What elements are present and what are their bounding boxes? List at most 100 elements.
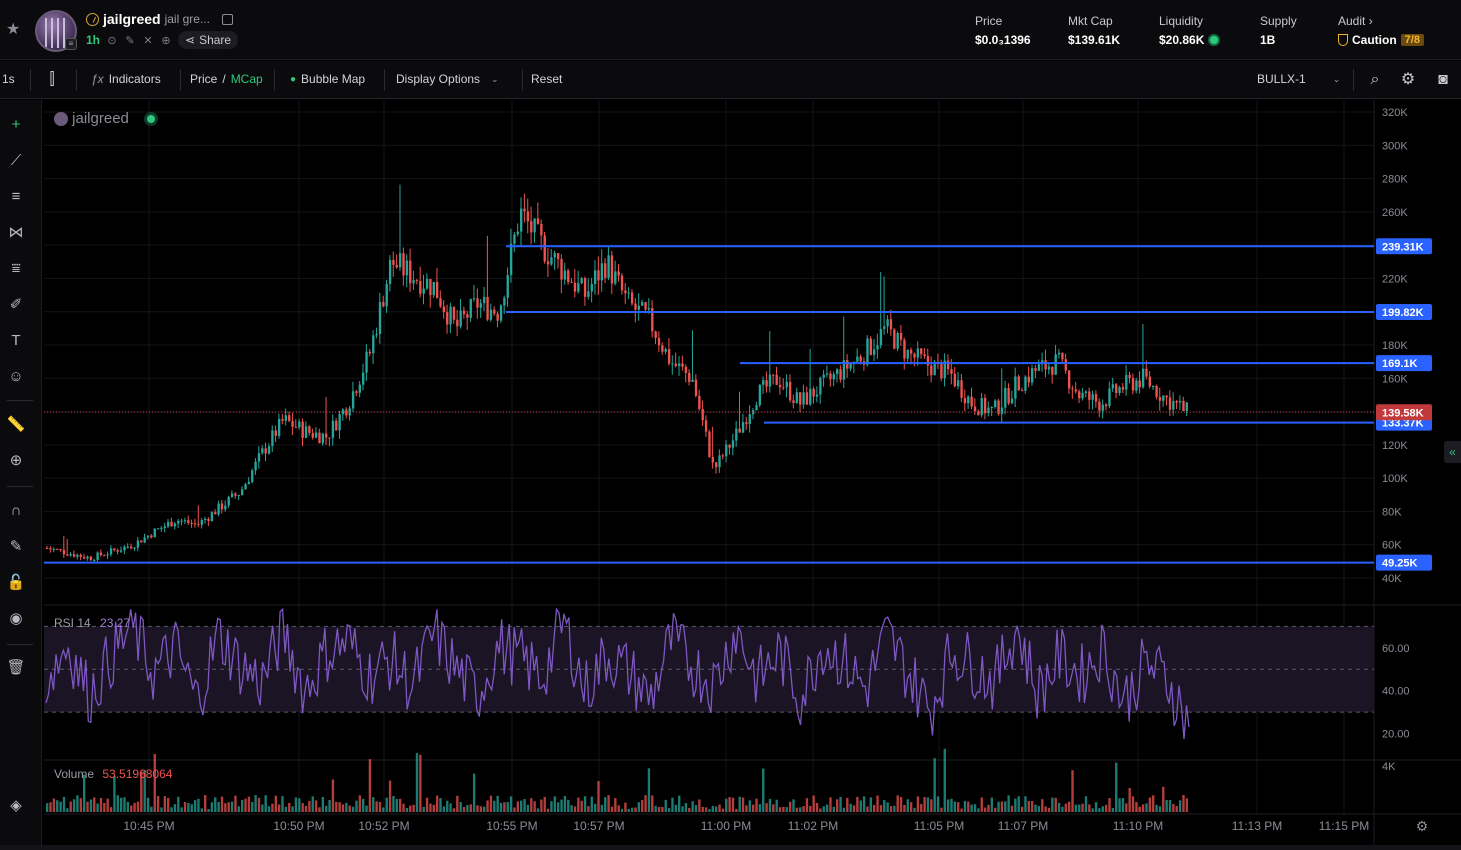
volume-bar: [133, 802, 136, 812]
pair-selector[interactable]: BULLX-1 ⌄: [1257, 72, 1340, 86]
price-chart-svg[interactable]: 320K300K280K260K240K220K200K180K160K140K…: [44, 100, 1461, 845]
candle-body: [711, 457, 714, 463]
volume-bar: [345, 802, 348, 812]
layers-icon[interactable]: ◈: [10, 797, 22, 814]
display-options-dropdown[interactable]: Display Options ⌄: [396, 72, 499, 86]
audit-status: Caution: [1352, 33, 1397, 47]
candle-body: [883, 326, 886, 329]
volume-bar: [264, 795, 267, 812]
eye-icon[interactable]: ◉: [9, 610, 23, 627]
stat-mcap: Mkt Cap $139.61K: [1068, 14, 1120, 47]
magnet-icon[interactable]: ∩: [10, 502, 22, 519]
candle-body: [1152, 386, 1155, 388]
volume-bar: [842, 807, 846, 812]
volume-bar: [234, 795, 237, 812]
volume-bar: [916, 796, 920, 812]
volume-bar: [758, 804, 762, 812]
candle-body: [593, 270, 597, 284]
volume-bar: [567, 799, 570, 812]
bubble-icon: ●: [290, 73, 297, 85]
trend-line-icon[interactable]: ⟋: [10, 152, 22, 169]
volume-bar: [113, 775, 116, 812]
candle-body: [610, 255, 614, 284]
candle-body: [180, 520, 183, 522]
text-tool-icon[interactable]: T: [11, 332, 21, 349]
lock-icon[interactable]: 🔓: [6, 574, 26, 591]
pencil-lock-icon[interactable]: ✎: [9, 538, 23, 555]
candle-body: [230, 493, 234, 497]
candle-body: [271, 430, 274, 447]
volume-bar: [788, 801, 792, 812]
candle-body: [651, 308, 654, 332]
camera-icon[interactable]: ◙: [1438, 71, 1448, 88]
zoom-in-icon[interactable]: ⊕: [9, 452, 23, 469]
token-header: ★ ≡ jailgreed jail gre... 1h ⊙ ✎ ✕ ⊕ ⋖ S…: [0, 0, 1461, 60]
candle-body: [140, 540, 143, 543]
stat-mcap-value: $139.61K: [1068, 33, 1121, 47]
platform-badge-icon: ≡: [65, 38, 77, 50]
volume-bar: [1061, 806, 1064, 812]
fib-tool-icon[interactable]: ⩸: [11, 260, 21, 277]
magnify-icon[interactable]: ⌕: [1370, 71, 1380, 88]
settings-gear-icon[interactable]: ⚙: [1400, 71, 1416, 88]
chevron-down-icon: ⌄: [491, 73, 499, 84]
audit-section[interactable]: Audit › Caution 7/8: [1338, 14, 1424, 47]
candle-body: [782, 387, 785, 389]
horizontal-lines-icon[interactable]: ≡: [11, 188, 21, 205]
candle-body: [341, 409, 345, 415]
candle-type-icon[interactable]: ⫿: [49, 71, 55, 88]
pattern-icon[interactable]: ⋈: [8, 224, 24, 241]
volume-bar: [509, 796, 513, 812]
candle-body: [563, 270, 567, 280]
globe-icon[interactable]: ⊕: [161, 34, 171, 47]
candle-body: [1131, 378, 1135, 391]
share-button[interactable]: ⋖ Share: [178, 31, 239, 49]
candle-body: [721, 455, 725, 457]
volume-bar: [772, 804, 775, 812]
x-icon[interactable]: ✕: [143, 34, 153, 47]
volume-bar: [661, 806, 664, 812]
volume-bar: [476, 805, 479, 812]
volume-bar: [395, 798, 398, 812]
ruler-icon[interactable]: 📏: [6, 416, 26, 433]
volume-bar: [533, 801, 536, 812]
volume-bar: [106, 798, 109, 812]
candle-body: [459, 310, 462, 327]
volume-bar: [351, 806, 355, 812]
volume-bar: [587, 806, 590, 812]
favorite-star-icon[interactable]: ★: [6, 21, 21, 38]
candle-body: [745, 422, 748, 425]
candle-body: [1024, 376, 1027, 391]
candle-body: [499, 305, 503, 321]
candle-body: [587, 291, 590, 297]
audit-status-row: Caution 7/8: [1338, 33, 1424, 47]
chart-area[interactable]: 320K300K280K260K240K220K200K180K160K140K…: [44, 100, 1461, 845]
volume-bar: [721, 808, 725, 812]
brush-icon[interactable]: ✐: [9, 296, 23, 313]
volume-legend: Volume 53.51968064: [54, 767, 172, 781]
search-icon[interactable]: ⊙: [107, 34, 117, 47]
reset-button[interactable]: Reset: [531, 72, 563, 86]
volume-bar: [799, 807, 802, 812]
copy-icon[interactable]: [221, 13, 233, 25]
candle-body: [1172, 401, 1175, 410]
indicators-button[interactable]: ƒx Indicators: [91, 72, 161, 86]
crosshair-icon[interactable]: +: [11, 116, 21, 133]
trash-icon[interactable]: 🗑: [6, 659, 26, 676]
price-tick-label: 300K: [1382, 140, 1408, 152]
volume-bar: [261, 804, 264, 812]
candle-body: [385, 283, 388, 307]
edit-icon[interactable]: ✎: [125, 34, 135, 47]
volume-bar: [805, 798, 809, 812]
bottom-resize-bar[interactable]: [0, 845, 1461, 850]
expand-panel-button[interactable]: «: [1444, 441, 1461, 463]
emoji-icon[interactable]: ☺: [8, 368, 24, 385]
candle-body: [654, 331, 657, 338]
price-mcap-toggle[interactable]: Price / MCap: [190, 72, 263, 86]
bubble-map-button[interactable]: ● Bubble Map: [290, 72, 365, 86]
candle-body: [308, 426, 311, 434]
interval-selector[interactable]: 1s: [2, 72, 15, 86]
volume-bar: [970, 804, 973, 812]
volume-bar: [469, 804, 472, 812]
audit-label: Audit: [1338, 14, 1366, 28]
